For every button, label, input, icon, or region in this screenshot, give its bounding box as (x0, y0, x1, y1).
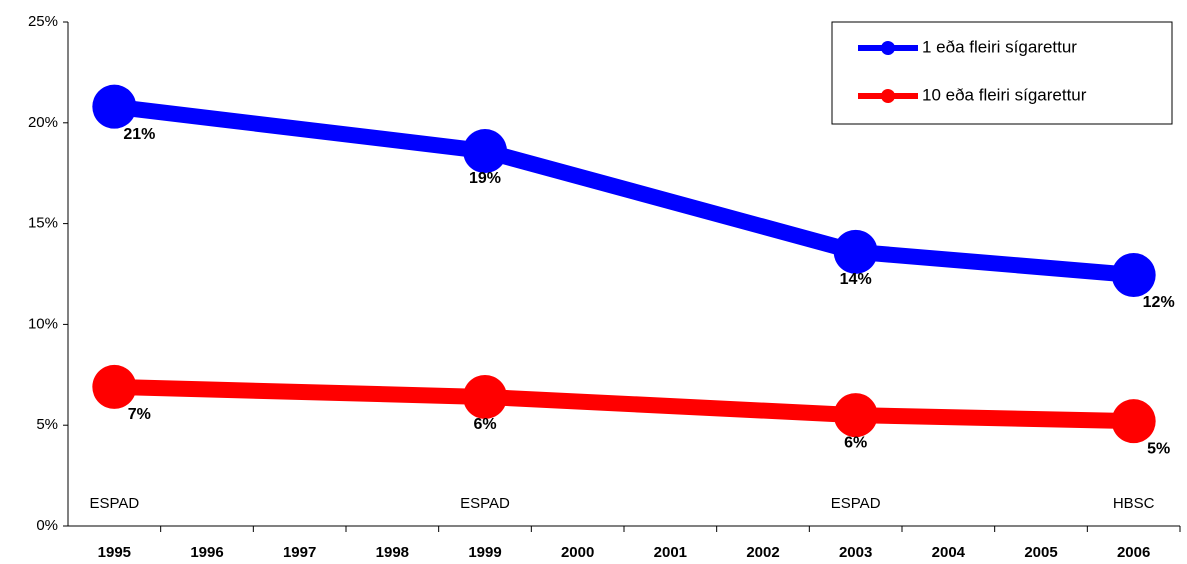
y-tick-label: 25% (28, 13, 58, 30)
data-label: 14% (840, 271, 872, 288)
data-label: 12% (1143, 294, 1175, 311)
marker (1111, 399, 1156, 444)
data-label: 21% (123, 126, 155, 143)
marker (92, 364, 137, 409)
legend-marker (881, 89, 895, 103)
data-label: 6% (844, 434, 867, 451)
x-tick-label: 2004 (932, 544, 966, 561)
x-tick-label: 1995 (98, 544, 131, 561)
x-tick-label: 2000 (561, 544, 594, 561)
marker (92, 84, 137, 129)
annotation: ESPAD (89, 495, 139, 512)
legend-label: 10 eða fleiri sígarettur (922, 85, 1087, 104)
x-tick-label: 1996 (190, 544, 223, 561)
marker (833, 393, 878, 438)
y-tick-label: 10% (28, 315, 58, 332)
annotation: ESPAD (460, 495, 510, 512)
data-label: 7% (128, 406, 151, 423)
x-tick-label: 1998 (376, 544, 409, 561)
x-tick-label: 2005 (1024, 544, 1057, 561)
x-tick-label: 2002 (746, 544, 779, 561)
x-tick-label: 2003 (839, 544, 872, 561)
marker (463, 374, 507, 419)
data-label: 19% (469, 170, 501, 187)
annotation: ESPAD (831, 495, 881, 512)
legend-box (831, 21, 1173, 125)
marker (463, 129, 507, 174)
y-tick-label: 0% (36, 517, 58, 534)
data-label: 6% (473, 416, 496, 433)
annotation: HBSC (1113, 495, 1155, 512)
marker (833, 229, 878, 274)
x-tick-label: 1999 (468, 544, 501, 561)
y-tick-label: 15% (28, 215, 58, 232)
x-tick-label: 1997 (283, 544, 316, 561)
marker (1111, 253, 1156, 298)
x-tick-label: 2001 (654, 544, 687, 561)
legend-label: 1 eða fleiri sígarettur (922, 37, 1077, 56)
y-tick-label: 20% (28, 114, 58, 131)
data-label: 5% (1147, 440, 1170, 457)
legend-marker (881, 41, 895, 55)
y-tick-label: 5% (36, 416, 58, 433)
x-tick-label: 2006 (1117, 544, 1150, 561)
series-line (113, 98, 1135, 283)
series-line (114, 378, 1134, 430)
